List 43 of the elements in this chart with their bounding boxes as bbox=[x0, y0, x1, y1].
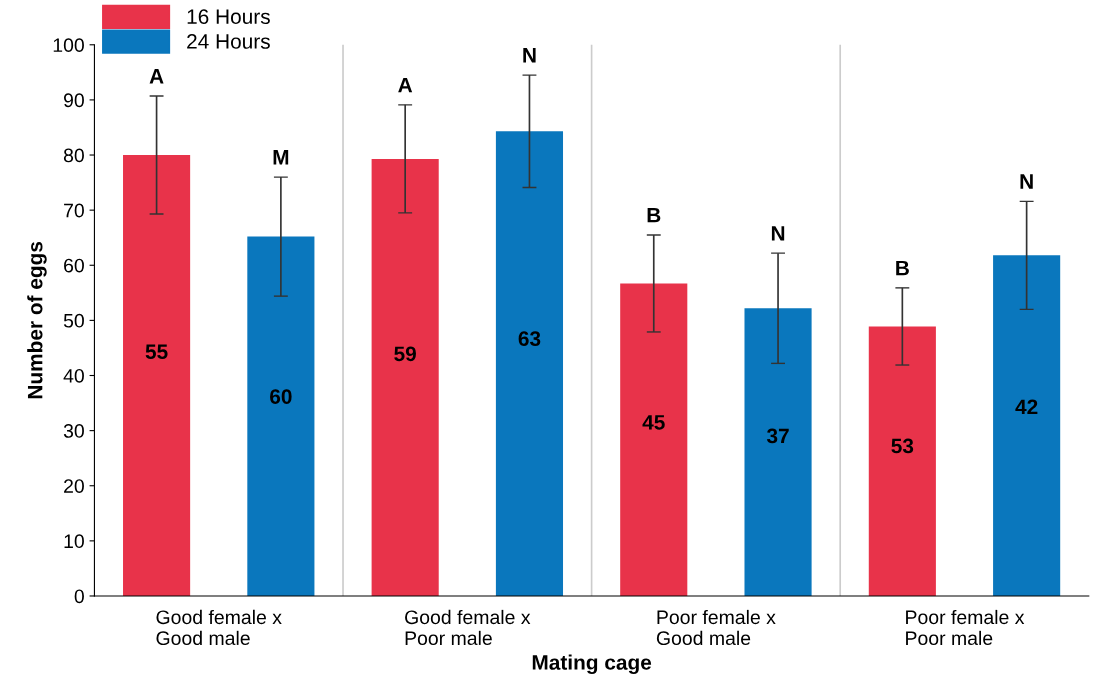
annotation: 45 bbox=[642, 415, 665, 430]
bar bbox=[495, 131, 564, 596]
x-tick-label: Good female x Good male bbox=[156, 609, 282, 646]
bar bbox=[371, 158, 439, 596]
y-tick-label: 20 bbox=[64, 479, 84, 493]
y-tick-label: 0 bbox=[74, 589, 84, 604]
bar bbox=[993, 255, 1061, 596]
bar bbox=[868, 326, 936, 596]
bar bbox=[123, 155, 191, 596]
y-tick-label: 60 bbox=[64, 258, 84, 273]
annotation: B bbox=[647, 207, 661, 223]
bar bbox=[247, 236, 315, 596]
x-axis-title: Mating cage bbox=[532, 654, 652, 675]
annotation: 42 bbox=[1015, 399, 1038, 415]
y-tick-label: 50 bbox=[63, 313, 84, 328]
annotation: 55 bbox=[145, 344, 168, 360]
y-axis-title: Number of eggs bbox=[27, 241, 47, 399]
annotation: A bbox=[149, 69, 164, 84]
annotation: 53 bbox=[891, 438, 914, 454]
y-tick-label: 30 bbox=[63, 424, 84, 438]
annotation: 60 bbox=[270, 389, 292, 404]
y-tick-label: 70 bbox=[64, 203, 84, 218]
legend-label: 16 Hours bbox=[187, 9, 270, 25]
y-tick-label: 90 bbox=[64, 93, 84, 108]
y-tick-label: 40 bbox=[63, 368, 84, 383]
annotation: N bbox=[523, 48, 536, 63]
x-tick-label: Good female x Poor male bbox=[405, 609, 531, 646]
annotation: A bbox=[398, 77, 413, 93]
bar bbox=[744, 308, 812, 596]
annotation: N bbox=[771, 226, 785, 241]
legend-label: 24 Hours bbox=[187, 34, 270, 49]
annotation: 59 bbox=[394, 346, 416, 362]
annotation: 37 bbox=[766, 428, 789, 444]
annotation: N bbox=[1020, 174, 1033, 189]
annotation: 63 bbox=[518, 331, 541, 347]
bar bbox=[620, 283, 688, 596]
y-tick-label: 80 bbox=[63, 148, 84, 163]
x-tick-label: Poor female x Poor male bbox=[906, 609, 1025, 646]
annotation: B bbox=[896, 260, 909, 276]
x-tick-label: Poor female x Good male bbox=[656, 609, 776, 646]
y-tick-label: 10 bbox=[64, 534, 84, 549]
y-tick-label: 100 bbox=[53, 38, 84, 53]
annotation: M bbox=[273, 150, 289, 165]
